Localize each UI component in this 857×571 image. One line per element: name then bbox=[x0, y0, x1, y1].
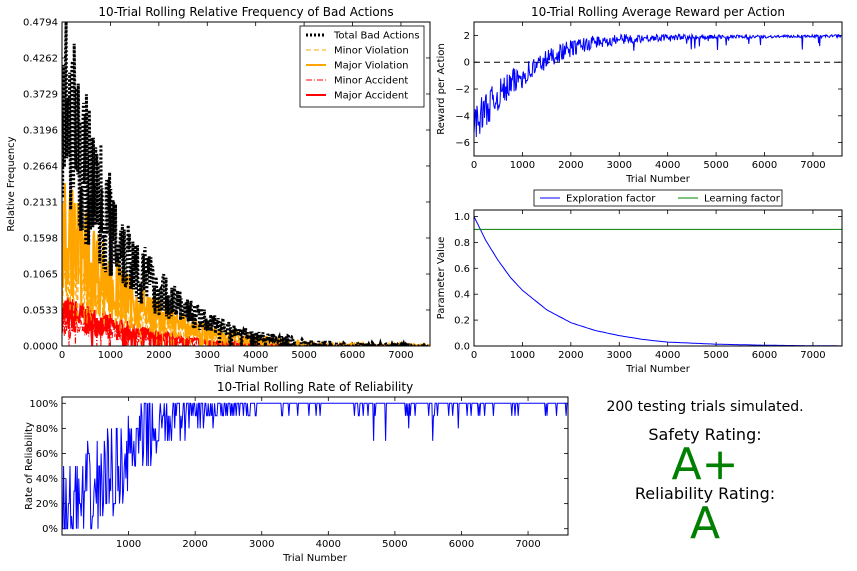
y-tick-label: 0.0000 bbox=[23, 342, 58, 353]
y-tick-label: 80% bbox=[36, 424, 58, 435]
y-tick-label: 60% bbox=[36, 449, 58, 460]
y-tick-label: 0.1065 bbox=[23, 270, 58, 281]
chart-title: 10-Trial Rolling Rate of Reliability bbox=[217, 380, 413, 394]
y-tick-label: 0.3196 bbox=[23, 126, 58, 137]
reliability-rating-grade: A bbox=[689, 498, 721, 549]
legend-label: Major Violation bbox=[334, 61, 409, 72]
chart-reliability: 10-Trial Rolling Rate of Reliability Tria… bbox=[24, 380, 569, 564]
axes-frame bbox=[61, 21, 431, 347]
x-tick-label: 4000 bbox=[243, 350, 268, 361]
y-tick-label: 40% bbox=[36, 474, 58, 485]
x-tick-label: 6000 bbox=[340, 350, 365, 361]
y-axis-label: Parameter Value bbox=[436, 237, 447, 320]
x-tick-label: 3000 bbox=[607, 160, 632, 171]
x-tick-label: 2000 bbox=[558, 350, 583, 361]
plot-area bbox=[474, 216, 842, 346]
x-tick-label: 0 bbox=[471, 350, 477, 361]
x-tick-label: 1000 bbox=[116, 539, 141, 550]
x-tick-label: 4000 bbox=[316, 539, 341, 550]
y-tick-label: 0.0533 bbox=[23, 305, 58, 316]
legend bbox=[533, 189, 783, 207]
chart-bad_actions: 10-Trial Rolling Relative Frequency of B… bbox=[6, 5, 431, 375]
series-line bbox=[62, 22, 430, 346]
x-tick-label: 5000 bbox=[382, 539, 407, 550]
x-tick-label: 0 bbox=[59, 350, 65, 361]
legend-label: Major Accident bbox=[334, 91, 408, 102]
x-tick-label: 1000 bbox=[98, 350, 123, 361]
trials-simulated-text: 200 testing trials simulated. bbox=[606, 399, 804, 415]
x-axis-label: Trial Number bbox=[282, 553, 348, 564]
legend-label: Total Bad Actions bbox=[333, 31, 420, 42]
x-tick-label: 7000 bbox=[388, 350, 413, 361]
chart-title: 10-Trial Rolling Relative Frequency of B… bbox=[98, 5, 393, 19]
y-tick-label: 0.4262 bbox=[23, 53, 58, 64]
x-tick-label: 5000 bbox=[703, 160, 728, 171]
safety-rating-label: Safety Rating: bbox=[648, 425, 762, 444]
x-axis-label: Trial Number bbox=[213, 364, 279, 375]
y-tick-label: 0.8 bbox=[454, 238, 470, 249]
axes-frame bbox=[473, 21, 843, 157]
y-tick-label: 0.4 bbox=[454, 290, 470, 301]
x-tick-label: 5000 bbox=[291, 350, 316, 361]
y-tick-label: −6 bbox=[455, 138, 470, 149]
plot-area bbox=[474, 32, 842, 138]
y-tick-label: 0% bbox=[42, 524, 58, 535]
x-tick-label: 3000 bbox=[607, 350, 632, 361]
y-tick-label: 2 bbox=[464, 31, 470, 42]
series-line bbox=[474, 32, 842, 138]
chart-title: 10-Trial Rolling Average Reward per Acti… bbox=[531, 5, 785, 19]
y-tick-label: 0.4794 bbox=[23, 18, 58, 29]
x-tick-label: 0 bbox=[471, 160, 477, 171]
x-tick-label: 2000 bbox=[182, 539, 207, 550]
x-tick-label: 5000 bbox=[703, 350, 728, 361]
x-tick-label: 6000 bbox=[449, 539, 474, 550]
x-tick-label: 3000 bbox=[195, 350, 220, 361]
y-tick-label: 0.6 bbox=[454, 264, 470, 275]
y-tick-label: 0.1598 bbox=[23, 234, 58, 245]
y-tick-label: −4 bbox=[455, 111, 470, 122]
y-tick-label: 1.0 bbox=[454, 212, 470, 223]
axes-frame bbox=[61, 396, 569, 536]
legend-label: Minor Violation bbox=[334, 46, 409, 57]
legend-label: Learning factor bbox=[704, 194, 781, 205]
legend-label: Exploration factor bbox=[566, 194, 656, 205]
y-axis-label: Reward per Action bbox=[436, 43, 447, 135]
x-axis-label: Trial Number bbox=[625, 174, 691, 185]
chart-avg_reward: 10-Trial Rolling Average Reward per Acti… bbox=[436, 5, 843, 185]
reliability-rating-label: Reliability Rating: bbox=[634, 484, 776, 503]
y-tick-label: 0 bbox=[464, 58, 470, 69]
y-axis-label: Relative Frequency bbox=[6, 136, 17, 231]
y-tick-label: 0.2664 bbox=[23, 161, 58, 172]
x-tick-label: 6000 bbox=[752, 160, 777, 171]
legend-label: Minor Accident bbox=[334, 76, 408, 87]
y-axis-label: Rate of Reliability bbox=[24, 422, 35, 510]
x-tick-label: 7000 bbox=[800, 160, 825, 171]
x-tick-label: 7000 bbox=[515, 539, 540, 550]
x-tick-label: 1000 bbox=[510, 160, 535, 171]
legend bbox=[299, 25, 425, 108]
y-tick-label: 100% bbox=[29, 399, 58, 410]
x-tick-label: 4000 bbox=[655, 350, 680, 361]
chart-parameters: Trial Number Parameter Value 0 1000 2000 3000… bbox=[436, 189, 843, 375]
y-tick-label: 20% bbox=[36, 499, 58, 510]
x-axis-label: Trial Number bbox=[625, 364, 691, 375]
plot-area bbox=[62, 402, 568, 530]
safety-rating-grade: A+ bbox=[671, 439, 739, 490]
y-tick-label: 0.2 bbox=[454, 316, 470, 327]
x-tick-label: 2000 bbox=[558, 160, 583, 171]
axes-frame bbox=[473, 209, 843, 347]
series-line bbox=[474, 216, 842, 346]
x-tick-label: 6000 bbox=[752, 350, 777, 361]
x-tick-label: 1000 bbox=[510, 350, 535, 361]
y-tick-label: 0.0 bbox=[454, 342, 470, 353]
y-tick-label: −2 bbox=[455, 85, 470, 96]
x-tick-label: 7000 bbox=[800, 350, 825, 361]
x-tick-label: 2000 bbox=[146, 350, 171, 361]
x-tick-label: 4000 bbox=[655, 160, 680, 171]
series-line bbox=[62, 402, 568, 530]
x-tick-label: 3000 bbox=[249, 539, 274, 550]
y-tick-label: 0.2131 bbox=[23, 197, 58, 208]
y-tick-label: 0.3729 bbox=[23, 89, 58, 100]
